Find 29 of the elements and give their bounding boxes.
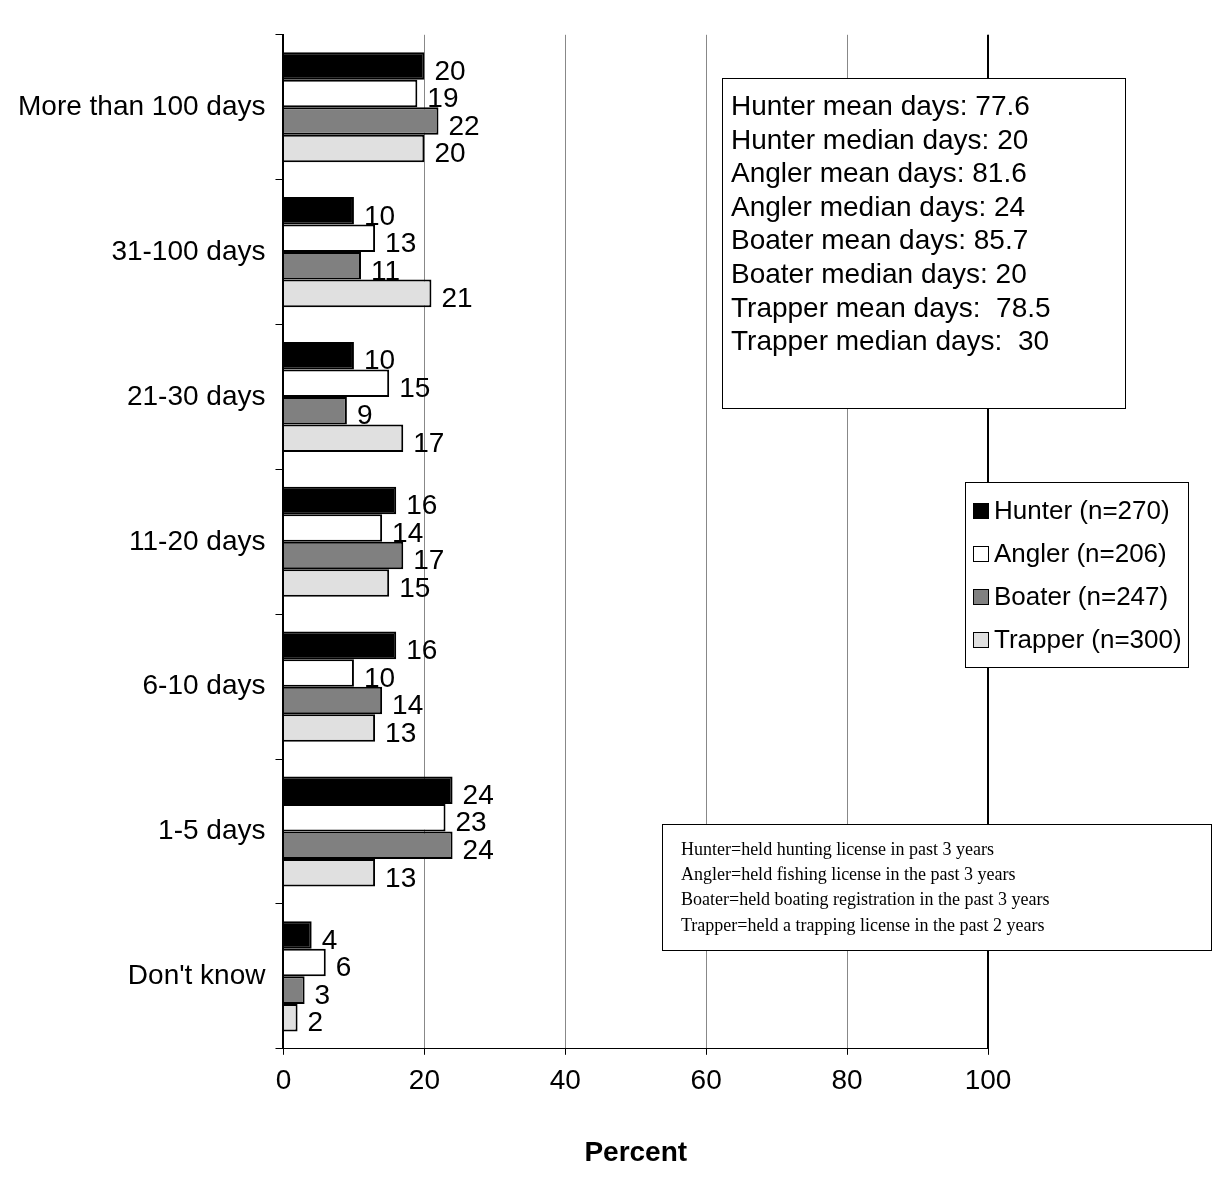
legend-label: Hunter (n=270) — [994, 494, 1170, 527]
data-label: 9 — [356, 399, 373, 431]
x-tick-label: 60 — [690, 1064, 722, 1096]
x-tick-label: 100 — [964, 1064, 1012, 1096]
note-box: Hunter=held hunting license in past 3 years Angler=held fishing license in the past 3 years Boater=held boating registration in the past 3 years Trapper=held a trapping license in the past 2 years — [662, 824, 1212, 951]
y-tick-label: More than 100 days — [17, 89, 266, 121]
x-tick-label: 80 — [831, 1064, 863, 1096]
note-box: Hunter mean days: 77.6 Hunter median days: 20 Angler mean days: 81.6 Angler median days: 24 Boater mean days: 85.7 Boater median days: 20 Trapper mean days: 78.5 Trapper median days: 30 — [722, 78, 1126, 409]
data-label: 16 — [406, 634, 438, 666]
y-tick-label: Don't know — [127, 959, 267, 991]
y-tick-label: 21-30 days — [126, 379, 266, 411]
x-tick-label: 0 — [275, 1064, 292, 1096]
data-label: 10 — [363, 344, 396, 376]
x-tick-label: 20 — [408, 1064, 440, 1096]
data-label: 13 — [385, 861, 417, 893]
text: Angler (n=206) — [994, 537, 1167, 570]
legend-label: Trapper (n=300) — [994, 623, 1182, 656]
data-label: 6 — [335, 951, 352, 983]
data-label: 15 — [399, 371, 431, 403]
data-label: 17 — [413, 426, 445, 458]
data-label: 21 — [441, 282, 473, 314]
x-axis-title: Percent — [584, 1135, 688, 1167]
y-tick-label: 11-20 days — [129, 524, 266, 556]
y-tick-label: 31-100 days — [111, 234, 266, 266]
data-label: 4 — [321, 923, 338, 955]
y-tick-label: 6-10 days — [142, 669, 266, 701]
y-tick-label: 1-5 days — [158, 814, 266, 846]
legend-label: Boater (n=247) — [994, 580, 1169, 613]
x-tick-label: 40 — [549, 1064, 581, 1096]
